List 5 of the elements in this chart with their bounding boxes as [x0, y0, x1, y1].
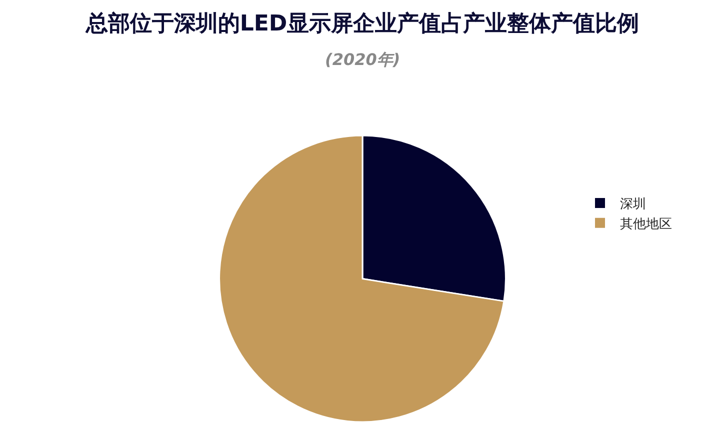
chart-subtitle: (2020年): [325, 50, 400, 69]
pie-slice: [218, 134, 505, 423]
chart-title: 总部位于深圳的LED显示屏企业产值占产业整体产值比例: [84, 10, 640, 36]
legend-label: 其他地区: [620, 216, 672, 232]
legend-label: 深圳: [620, 197, 646, 212]
